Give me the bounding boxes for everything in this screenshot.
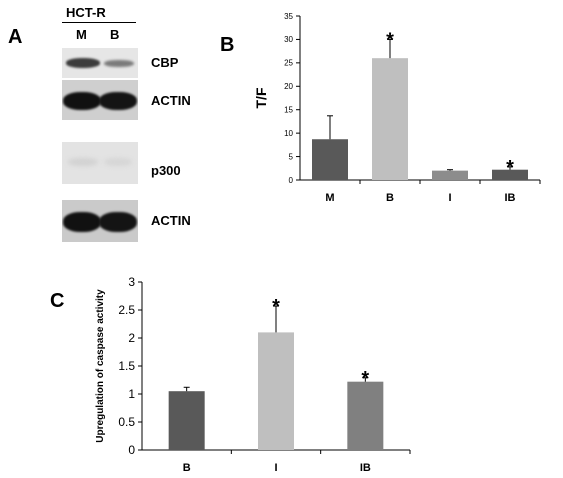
y-tick-label-b: 5	[289, 152, 294, 161]
band-actin1-m	[63, 92, 101, 110]
x-tick-label-c: B	[183, 462, 191, 474]
panel-letter-a: A	[8, 26, 23, 48]
blot-header: HCT-R	[66, 5, 106, 20]
y-tick-label-b: 25	[284, 59, 293, 68]
y-tick-label-c: 0	[128, 443, 135, 457]
y-axis-label-b: T/F	[253, 87, 269, 108]
blot-label-actin-1: ACTIN	[151, 93, 191, 108]
band-p300-m	[68, 158, 98, 166]
lane-label-b: B	[110, 27, 120, 42]
y-axis-label-c: Upregulation of caspase activity	[95, 289, 106, 443]
bar-c	[258, 332, 294, 450]
blot-actin-1	[62, 80, 138, 120]
y-tick-label-c: 2.5	[118, 303, 135, 317]
bar-b	[492, 169, 528, 180]
lane-label-m: M	[76, 27, 87, 42]
blot-cbp	[62, 48, 138, 78]
significance-star-b: *	[386, 29, 394, 51]
band-actin1-b	[99, 92, 137, 110]
y-tick-label-c: 1	[128, 387, 135, 401]
x-tick-label-b: I	[448, 192, 451, 204]
band-p300-b	[104, 158, 132, 166]
y-tick-label-c: 0.5	[118, 415, 135, 429]
y-tick-label-c: 1.5	[118, 359, 135, 373]
panel-letter-b: B	[220, 34, 235, 56]
bar-c	[168, 391, 205, 450]
significance-star-c: *	[272, 296, 280, 318]
significance-star-b: *	[506, 157, 514, 179]
bar-chart-b: 0 5 10 15 20 25 30 35 T/F M * B I * IB	[253, 12, 541, 204]
blot-header-underline	[62, 22, 136, 23]
band-actin2-m	[63, 212, 101, 232]
x-tick-label-b: B	[386, 192, 394, 204]
bar-chart-c: 0 0.5 1 1.5 2 2.5 3 Upregulation of caspase act…	[95, 275, 411, 474]
blot-label-p300: p300	[151, 163, 181, 178]
significance-star-c: *	[361, 368, 369, 390]
x-tick-label-b: IB	[505, 192, 516, 204]
blot-label-actin-2: ACTIN	[151, 213, 191, 228]
y-tick-label-b: 15	[284, 106, 293, 115]
y-tick-label-b: 35	[284, 12, 293, 21]
band-cbp-m	[66, 58, 100, 68]
y-tick-label-b: 30	[284, 35, 293, 44]
panel-letter-c: C	[50, 290, 65, 312]
y-tick-label-c: 2	[128, 331, 135, 345]
band-actin2-b	[99, 212, 137, 232]
y-tick-label-b: 20	[284, 82, 293, 91]
band-cbp-b	[104, 60, 134, 67]
x-tick-label-c: I	[274, 462, 277, 474]
bar-c	[347, 381, 384, 450]
blot-label-cbp: CBP	[151, 55, 179, 70]
x-tick-label-c: IB	[360, 462, 371, 474]
y-tick-label-b: 0	[289, 176, 294, 185]
x-tick-label-b: M	[325, 192, 334, 204]
y-tick-label-c: 3	[128, 275, 135, 289]
blot-p300	[62, 142, 138, 184]
bar-b	[312, 139, 348, 180]
bar-b	[372, 58, 408, 180]
blot-actin-2	[62, 200, 138, 242]
bar-b	[432, 170, 468, 180]
y-tick-label-b: 10	[284, 129, 293, 138]
